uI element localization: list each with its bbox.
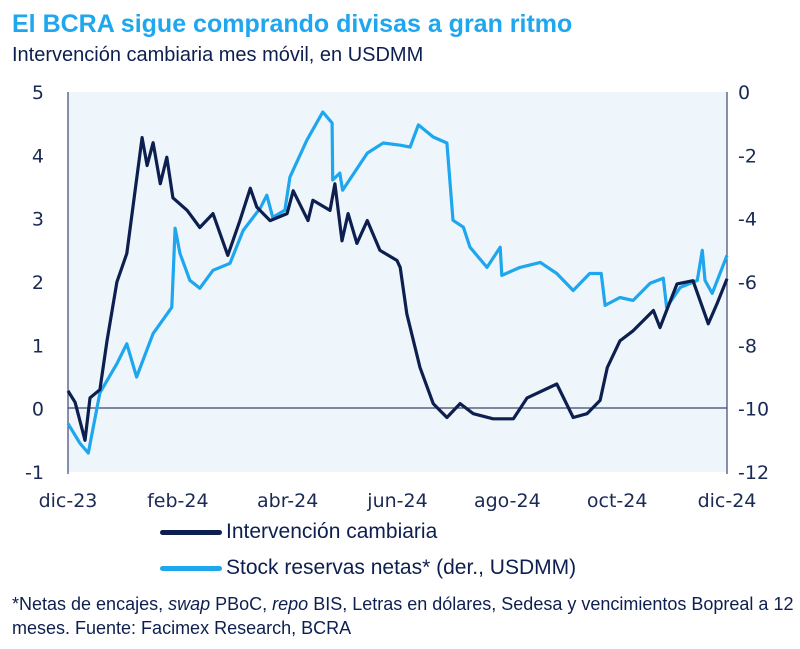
legend-label: Stock reservas netas* (der., USDMM) (226, 556, 577, 579)
x-tick-label: feb-24 (147, 490, 208, 512)
y-tick-left: 1 (32, 335, 44, 357)
legend-item-reservas: Stock reservas netas* (der., USDMM) (160, 556, 576, 580)
y-tick-left: 0 (32, 399, 44, 421)
x-tick-label: dic-24 (698, 490, 757, 512)
footnote-part: repo (272, 594, 309, 614)
y-tick-left: 3 (32, 209, 44, 231)
legend-item-intervencion: Intervención cambiaria (160, 520, 437, 544)
footnote-part: PBoC, (210, 594, 273, 614)
legend-swatch-dark (160, 529, 222, 535)
legend-swatch-light (160, 565, 222, 571)
x-tick-label: abr-24 (257, 490, 318, 512)
chart-subtitle: Intervención cambiaria mes móvil, en USD… (12, 44, 424, 66)
footnote-part: BIS, Letras en dólares, Sedesa y vencimi… (12, 594, 794, 638)
x-tick-label: jun-24 (366, 490, 427, 512)
series-line-reservas (66, 110, 729, 455)
x-tick-label: oct-24 (587, 490, 648, 512)
footnote-part: swap (168, 594, 211, 614)
footnote-part: *Netas de encajes, (12, 594, 169, 614)
x-tick-label: dic-23 (39, 490, 98, 512)
y-tick-right: -10 (738, 399, 769, 421)
plot-background (68, 92, 727, 472)
y-tick-right: -12 (738, 462, 769, 484)
footnote: *Netas de encajes, swap PBoC, repo BIS, … (12, 592, 800, 640)
y-tick-right: -4 (738, 209, 757, 231)
y-tick-right: -6 (738, 272, 757, 294)
y-tick-left: -1 (25, 462, 44, 484)
y-tick-left: 4 (32, 145, 44, 167)
series-line-intervencion (66, 136, 729, 442)
y-tick-right: -8 (738, 335, 757, 357)
legend-label: Intervención cambiaria (226, 520, 438, 543)
x-tick-label: ago-24 (474, 490, 541, 512)
y-tick-right: -2 (738, 145, 757, 167)
y-tick-left: 5 (32, 82, 44, 104)
y-tick-left: 2 (32, 272, 44, 294)
y-tick-right: 0 (738, 82, 750, 104)
chart-title: El BCRA sigue comprando divisas a gran r… (12, 10, 573, 38)
